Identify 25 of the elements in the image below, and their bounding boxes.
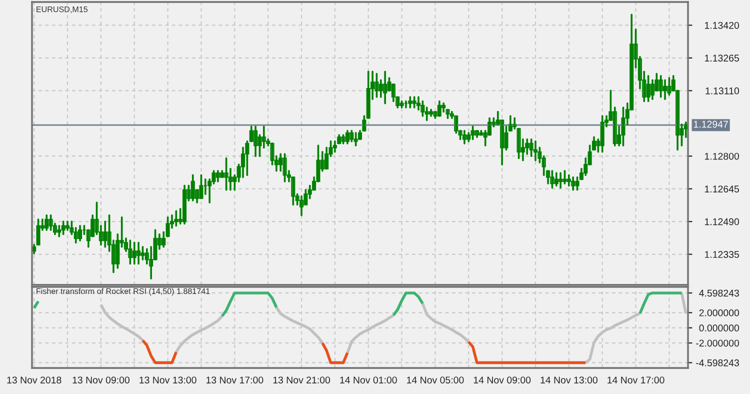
ref-line-label: 1.12947	[694, 120, 728, 128]
y-tick-label: 1.12335	[704, 251, 739, 258]
y-tick-label: 1.12645	[704, 186, 739, 192]
x-tick-label: 13 Nov 21:00	[273, 376, 330, 384]
y-tick-label: 1.13420	[704, 22, 740, 29]
x-tick-label: 14 Nov 05:00	[407, 376, 464, 384]
y-tick-label: -2.000000	[696, 340, 740, 347]
x-tick-label: 13 Nov 17:00	[206, 376, 264, 384]
x-tick-label: 14 Nov 17:00	[608, 376, 664, 384]
x-tick-label: 14 Nov 09:00	[474, 376, 531, 384]
x-tick-label: 13 Nov 09:00	[72, 376, 130, 384]
x-tick-label: 14 Nov 01:00	[340, 376, 397, 384]
y-tick-label: 1.13265	[704, 54, 739, 62]
x-tick-label: 13 Nov 13:00	[140, 376, 196, 384]
x-tick-label: 13 Nov 2018	[7, 376, 62, 384]
y-tick-label: 4.598243	[699, 290, 739, 297]
y-tick-label: 0.000000	[699, 324, 740, 332]
chart-title: EURUSD,M15	[36, 6, 88, 14]
y-tick-label: 1.13110	[706, 87, 740, 94]
y-tick-label: 1.12800	[704, 152, 740, 160]
y-tick-label: 2.000000	[699, 309, 740, 316]
y-tick-label: -4.598243	[696, 359, 739, 366]
x-tick-label: 14 Nov 13:00	[540, 376, 598, 384]
chart-title: Fisher transform of Rocket RSI (14,50) 1.881741	[36, 288, 210, 296]
y-tick-label: 1.12490	[704, 218, 740, 226]
